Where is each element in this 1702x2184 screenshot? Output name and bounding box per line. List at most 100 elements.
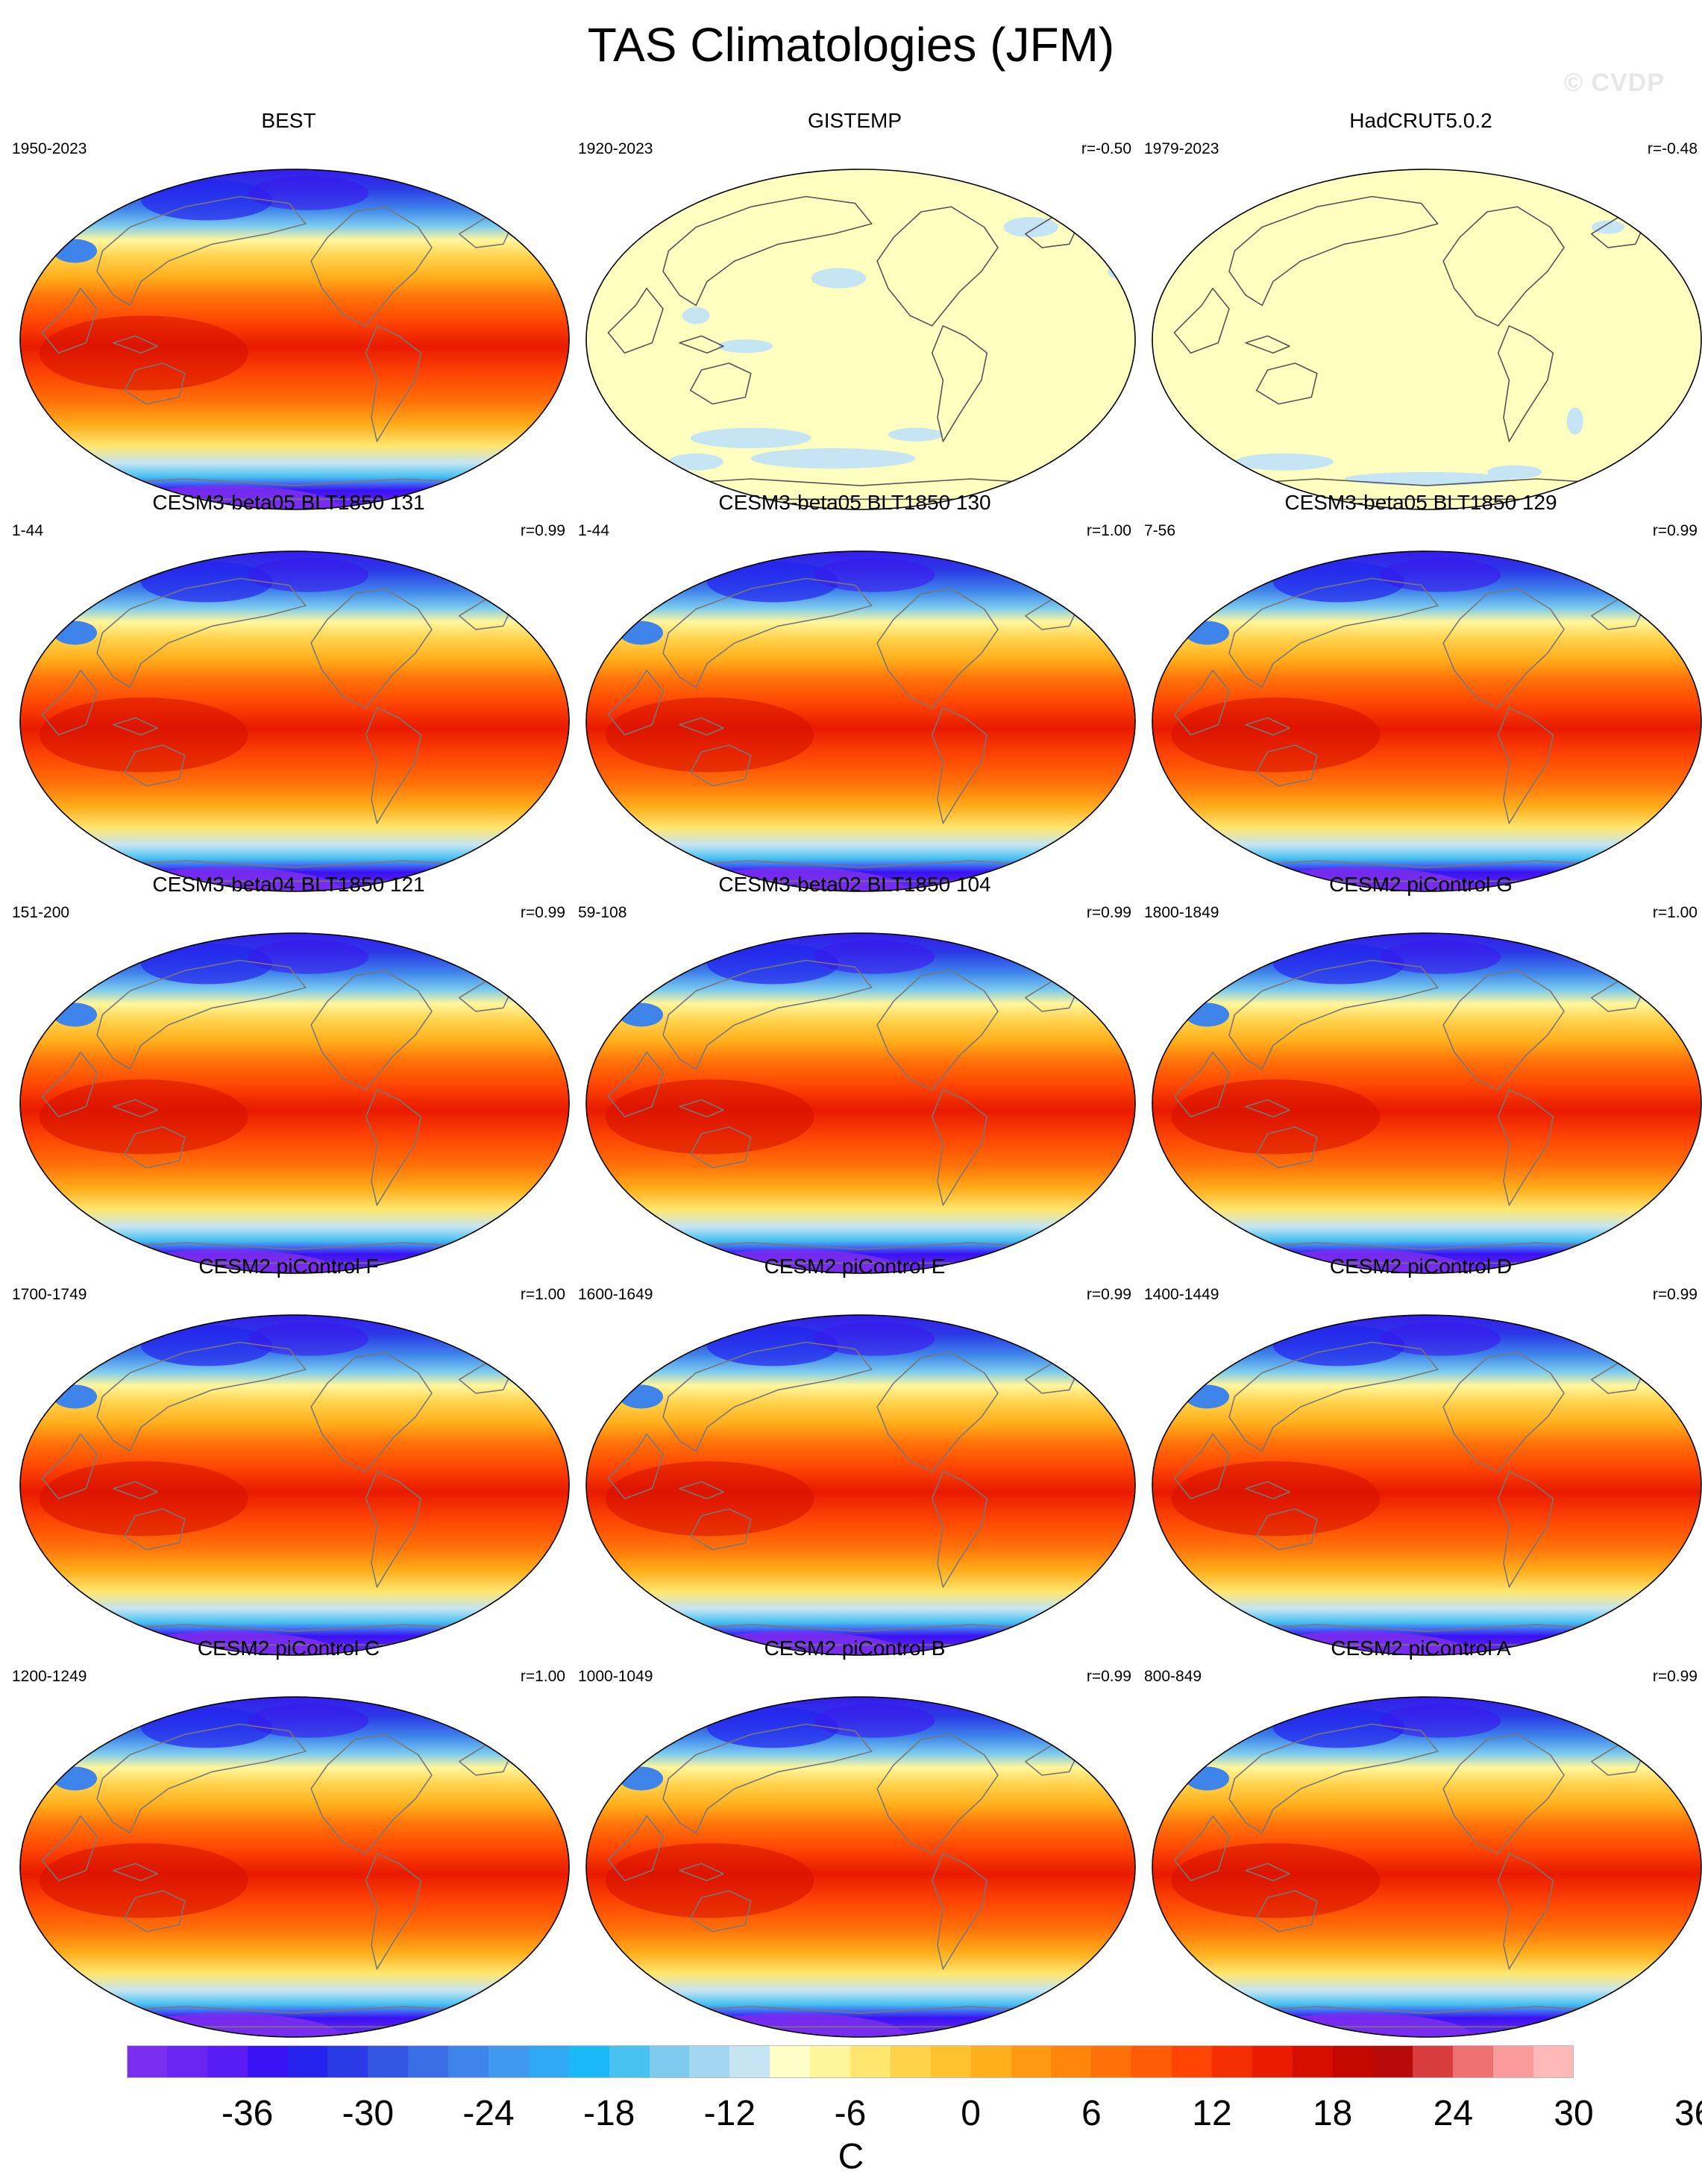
negative-anomaly-region (1344, 471, 1510, 486)
colorbar-box (247, 2045, 289, 2078)
panel-years: 151-200 (12, 904, 70, 921)
panel-title: CESM2 piControl G (1329, 873, 1513, 896)
coastline (1497, 1089, 1554, 1206)
watermark: © CVDP (1564, 69, 1665, 97)
arctic-cold-region (1380, 558, 1501, 592)
coastline (124, 1508, 186, 1551)
panel-correlation: r=1.00 (520, 1668, 565, 1685)
colorbar-box (890, 2045, 932, 2078)
negative-anomaly-region (1003, 216, 1058, 238)
coastline (365, 325, 422, 442)
negative-anomaly-region (690, 427, 811, 448)
arctic-cold-region (706, 1707, 839, 1748)
arctic-cold-region (1272, 1325, 1405, 1366)
map-border (19, 550, 570, 892)
colorbar-tick-label: -30 (342, 2094, 395, 2133)
warm-pool (39, 316, 248, 391)
panel-title: CESM3-beta05 BLT1850 131 (152, 491, 425, 514)
coastline (1245, 1099, 1290, 1117)
coastline (41, 669, 98, 735)
panel-correlation: r=-0.48 (1647, 140, 1698, 157)
colorbar-tick-label: 0 (961, 2094, 982, 2133)
coastline (310, 588, 433, 709)
map-panel: CESM2 piControl B 1000-1049 r=0.99 (572, 1636, 1137, 2038)
negative-anomaly-region (1486, 465, 1542, 479)
map (19, 169, 570, 510)
map-border (19, 1314, 570, 1656)
colorbar-tick-label: 30 (1554, 2094, 1594, 2133)
panel-title: CESM2 piControl B (764, 1637, 946, 1660)
coastline (607, 287, 664, 354)
panel-correlation: r=1.00 (520, 1286, 565, 1303)
coastline (679, 717, 724, 735)
coastline (690, 1126, 752, 1169)
coastline (113, 335, 158, 354)
coastline (113, 1863, 158, 1881)
map-border (1152, 1314, 1702, 1656)
colorbar-tick-label: -6 (834, 2094, 867, 2133)
arctic-cold-region (1272, 943, 1405, 985)
map-panel: CESM3-beta04 BLT1850 121 151-200 r=0.99 (6, 872, 571, 1274)
map-wrapper (578, 520, 1136, 892)
warm-pool (39, 1079, 248, 1155)
coastline (124, 744, 186, 787)
figure-title: TAS Climatologies (JFM) (587, 18, 1115, 72)
map (1152, 550, 1702, 892)
coastline (1228, 195, 1439, 307)
colorbar-box (970, 2045, 1012, 2078)
colorbar-box (1131, 2045, 1172, 2078)
warm-pool (39, 1461, 248, 1537)
colorbar-box (1011, 2045, 1052, 2078)
colorbar-tick-label: -24 (462, 2094, 515, 2133)
arctic-cold-region (140, 1707, 273, 1748)
coastline (113, 1481, 158, 1499)
map-panel: HadCRUT5.0.2 1979-2023 r=-0.48 (1138, 108, 1702, 510)
panel-years: 1700-1749 (12, 1286, 87, 1303)
arctic-cold-region (814, 558, 935, 592)
map-border (19, 932, 570, 1274)
colorbar-tick-label: 36 (1674, 2094, 1702, 2133)
colorbar-box (1212, 2045, 1253, 2078)
map (19, 1696, 570, 2038)
coastline (679, 335, 724, 354)
coastline (679, 1099, 724, 1117)
warm-pool (605, 1461, 814, 1537)
map-border (585, 550, 1136, 892)
coastline (1173, 1433, 1230, 1499)
panel-years: 1-44 (12, 522, 44, 539)
panel-years: 1950-2023 (12, 140, 87, 157)
panel-correlation: r=0.99 (1086, 904, 1131, 921)
coastline (1228, 1723, 1439, 1834)
coastline (96, 1341, 307, 1452)
negative-anomaly-region (1234, 453, 1334, 471)
coastline (607, 669, 664, 735)
arctic-cold-region (814, 1322, 935, 1356)
map-wrapper (12, 902, 570, 1274)
map (1152, 169, 1702, 510)
map (19, 550, 570, 892)
map (1152, 1696, 1702, 2038)
coastline (1228, 959, 1439, 1070)
arctic-cold-region (1272, 1707, 1405, 1748)
coastline (690, 744, 752, 787)
map-border (19, 169, 570, 510)
colorbar-box (1453, 2045, 1494, 2078)
map-wrapper (578, 1284, 1136, 1656)
panel-correlation: r=1.00 (1086, 522, 1131, 539)
coastline (310, 1733, 433, 1854)
colorbar-box (528, 2045, 570, 2078)
arctic-cold-region (814, 1704, 935, 1738)
colorbar-box (1413, 2045, 1454, 2078)
panel-correlation: r=0.99 (1086, 1668, 1131, 1685)
map-wrapper (578, 1666, 1136, 2038)
map (585, 932, 1136, 1274)
colorbar-box (930, 2045, 972, 2078)
coastline (662, 1341, 873, 1452)
colorbar-box (1252, 2045, 1293, 2078)
panel-correlation: r=0.99 (1652, 1668, 1698, 1685)
arctic-cold-region (814, 940, 935, 974)
colorbar-tick-label: -12 (703, 2094, 756, 2133)
coastline (41, 1815, 98, 1881)
arctic-cold-region (1380, 1704, 1501, 1738)
panel-years: 800-849 (1144, 1668, 1202, 1685)
